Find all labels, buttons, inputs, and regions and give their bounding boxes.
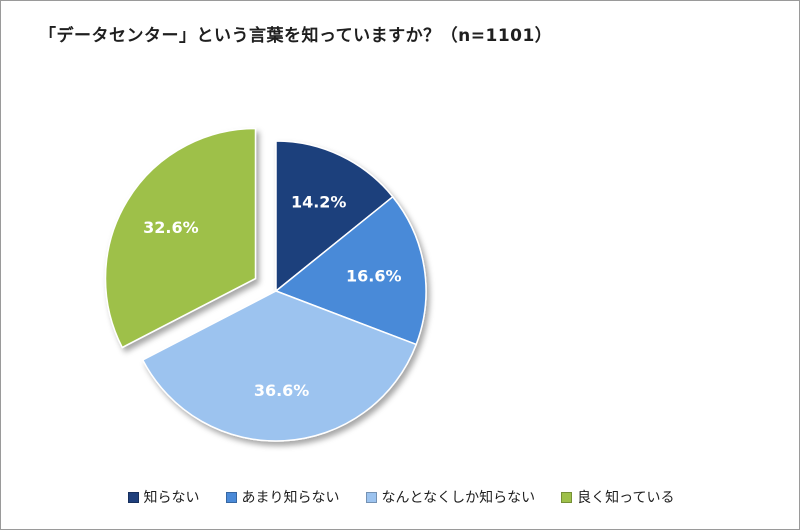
chart-title: 「データセンター」という言葉を知っていますか？（n=1101） [39, 26, 553, 46]
legend-label: 良く知っている [577, 490, 675, 506]
legend-swatch [225, 491, 237, 503]
legend-label: なんとなくしか知らない [381, 490, 536, 506]
legend-swatch [365, 491, 377, 503]
legend-swatch [561, 491, 573, 503]
pie-value-label-1: 14.2% [291, 193, 347, 212]
pie-value-label-4: 32.6% [143, 218, 199, 237]
legend-swatch [127, 491, 139, 503]
chart-legend: 知らない あまり知らない なんとなくしか知らない 良く知っている [1, 487, 800, 507]
pie-slice-3 [141, 290, 418, 442]
legend-item-3: なんとなくしか知らない [365, 487, 536, 507]
legend-label: あまり知らない [241, 490, 340, 506]
pie-slice-1 [275, 140, 394, 293]
pie-slice-2 [274, 195, 427, 346]
pie-slice-4 [104, 127, 257, 349]
pie-value-labels: 14.2% 16.6% 36.6% 32.6% [143, 193, 401, 400]
legend-label: 知らない [143, 490, 200, 506]
legend-item-4: 良く知っている [561, 487, 674, 507]
legend-item-1: 知らない [127, 487, 200, 507]
pie-value-label-2: 16.6% [346, 267, 402, 286]
legend-item-2: あまり知らない [225, 487, 340, 507]
pie-slices [104, 127, 427, 442]
pie-value-label-3: 36.6% [254, 381, 310, 400]
